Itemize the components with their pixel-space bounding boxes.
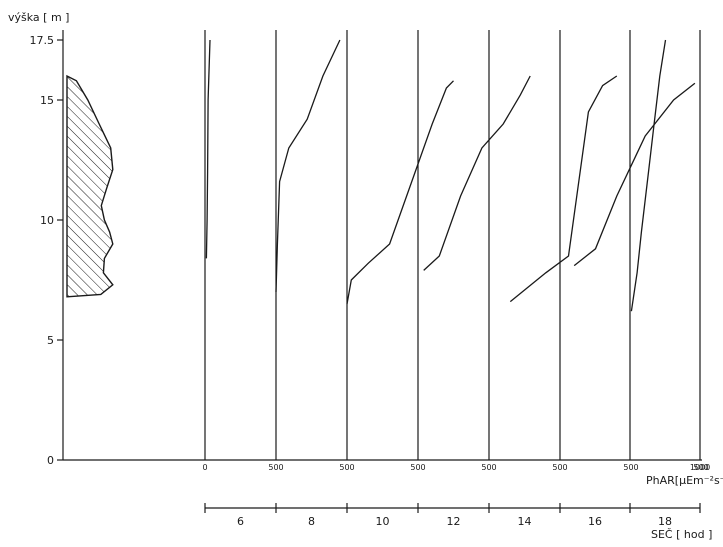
phar-curve-10h bbox=[346, 80, 454, 305]
y-tick-label: 15 bbox=[40, 94, 54, 107]
time-axis-ticks: 6 8 10 12 14 16 18 bbox=[204, 503, 701, 528]
y-axis-label: výška [ m ] bbox=[8, 11, 69, 24]
y-tick-label: 17.5 bbox=[30, 34, 55, 47]
time-hour-label: 10 bbox=[376, 515, 390, 528]
x-axis-label: PhAR[μEm⁻²s⁻¹] bbox=[646, 474, 723, 487]
time-hour-label: 8 bbox=[308, 515, 315, 528]
time-axis-label: SEČ [ hod ] bbox=[651, 528, 712, 541]
crown-profile-shape bbox=[66, 74, 114, 298]
panel-tick-label: 500 bbox=[623, 463, 638, 472]
panel-tick-label: 500 bbox=[552, 463, 567, 472]
time-hour-label: 18 bbox=[658, 515, 672, 528]
panel-tick-label: 1000 bbox=[690, 463, 710, 472]
phar-curve-6h bbox=[205, 39, 211, 259]
panel-tick-label: 0 bbox=[202, 463, 207, 472]
y-tick-label: 0 bbox=[47, 454, 54, 467]
y-axis-ticks: 0 5 10 15 17.5 bbox=[30, 34, 63, 467]
y-tick-label: 10 bbox=[40, 214, 54, 227]
y-tick-label: 5 bbox=[47, 334, 54, 347]
phar-curve-18h bbox=[630, 39, 667, 312]
phar-curve-16h bbox=[573, 82, 696, 267]
time-hour-label: 12 bbox=[447, 515, 461, 528]
panel-tick-label: 500 bbox=[339, 463, 354, 472]
panel-tick-label: 500 bbox=[410, 463, 425, 472]
panel-tick-label: 500 bbox=[481, 463, 496, 472]
time-hour-label: 14 bbox=[518, 515, 532, 528]
panel-tick-label: 500 bbox=[693, 463, 708, 472]
phar-curve-12h bbox=[423, 75, 531, 271]
time-hour-label: 16 bbox=[588, 515, 602, 528]
phar-curve-8h bbox=[275, 39, 341, 293]
time-hour-label: 6 bbox=[237, 515, 244, 528]
phar-curve-14h bbox=[509, 75, 618, 303]
panel-tick-label: 500 bbox=[268, 463, 283, 472]
